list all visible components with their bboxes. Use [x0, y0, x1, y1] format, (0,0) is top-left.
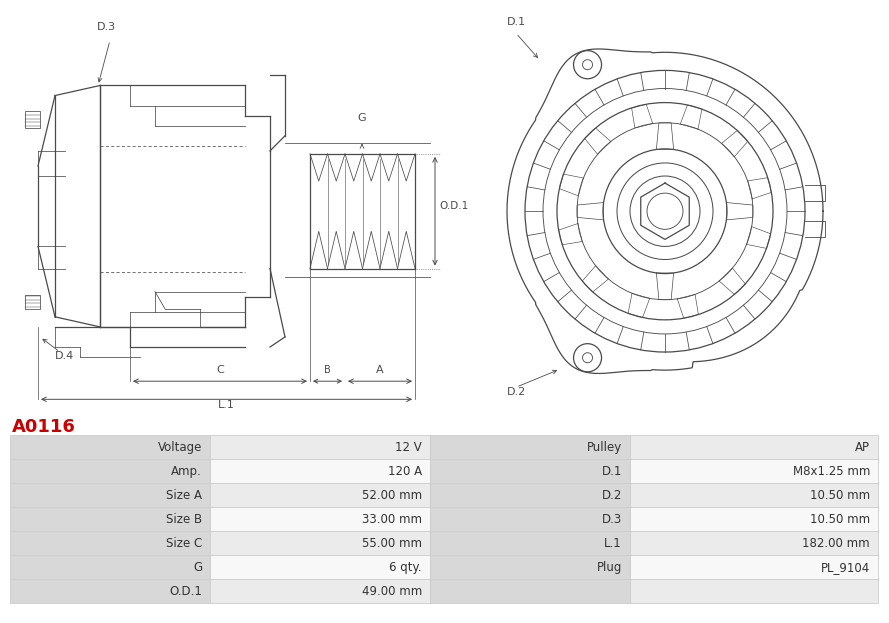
Bar: [10, 435, 210, 459]
Bar: [630, 579, 878, 603]
Text: D.3: D.3: [97, 22, 116, 32]
Bar: [210, 483, 430, 507]
Bar: [430, 435, 630, 459]
Text: D.1: D.1: [602, 465, 622, 478]
Text: M8x1.25 mm: M8x1.25 mm: [793, 465, 870, 478]
Bar: [210, 555, 430, 579]
Bar: [10, 483, 210, 507]
Text: O.D.1: O.D.1: [169, 584, 202, 597]
Text: D.3: D.3: [602, 513, 622, 526]
Text: D.2: D.2: [602, 488, 622, 502]
Bar: [25, 295, 40, 309]
Bar: [630, 459, 878, 483]
Text: Pulley: Pulley: [587, 440, 622, 454]
Text: Size A: Size A: [166, 488, 202, 502]
Text: 12 V: 12 V: [396, 440, 422, 454]
Bar: [630, 483, 878, 507]
Bar: [10, 459, 210, 483]
Bar: [10, 507, 210, 531]
Bar: [430, 459, 630, 483]
Text: L.1: L.1: [218, 401, 235, 411]
Text: 120 A: 120 A: [388, 465, 422, 478]
Text: 6 qty.: 6 qty.: [389, 561, 422, 574]
Text: 52.00 mm: 52.00 mm: [362, 488, 422, 502]
Text: O.D.1: O.D.1: [439, 201, 469, 211]
Text: A: A: [376, 365, 384, 375]
Text: Size B: Size B: [166, 513, 202, 526]
Text: B: B: [324, 365, 331, 375]
Text: L.1: L.1: [605, 536, 622, 549]
Bar: [210, 459, 430, 483]
Bar: [210, 435, 430, 459]
Text: 33.00 mm: 33.00 mm: [362, 513, 422, 526]
Bar: [10, 531, 210, 555]
Text: 10.50 mm: 10.50 mm: [810, 513, 870, 526]
Text: D.4: D.4: [55, 351, 75, 361]
Text: G: G: [193, 561, 202, 574]
Bar: [630, 435, 878, 459]
Bar: [630, 507, 878, 531]
Text: 182.00 mm: 182.00 mm: [803, 536, 870, 549]
Bar: [210, 531, 430, 555]
Text: D.2: D.2: [507, 388, 526, 397]
Text: 10.50 mm: 10.50 mm: [810, 488, 870, 502]
Text: G: G: [357, 113, 366, 123]
Text: Voltage: Voltage: [157, 440, 202, 454]
Text: AP: AP: [855, 440, 870, 454]
Text: A0116: A0116: [12, 418, 76, 436]
Bar: [430, 555, 630, 579]
Text: D.1: D.1: [507, 17, 526, 27]
Text: Size C: Size C: [165, 536, 202, 549]
Text: 55.00 mm: 55.00 mm: [362, 536, 422, 549]
Bar: [25, 111, 40, 128]
Bar: [430, 507, 630, 531]
Bar: [10, 579, 210, 603]
Bar: [430, 579, 630, 603]
Text: PL_9104: PL_9104: [821, 561, 870, 574]
Bar: [430, 531, 630, 555]
Bar: [630, 555, 878, 579]
Text: Amp.: Amp.: [172, 465, 202, 478]
Bar: [10, 555, 210, 579]
Text: Plug: Plug: [597, 561, 622, 574]
Bar: [210, 507, 430, 531]
Bar: [430, 483, 630, 507]
Text: C: C: [216, 365, 224, 375]
Text: 49.00 mm: 49.00 mm: [362, 584, 422, 597]
Bar: [210, 579, 430, 603]
Bar: [630, 531, 878, 555]
